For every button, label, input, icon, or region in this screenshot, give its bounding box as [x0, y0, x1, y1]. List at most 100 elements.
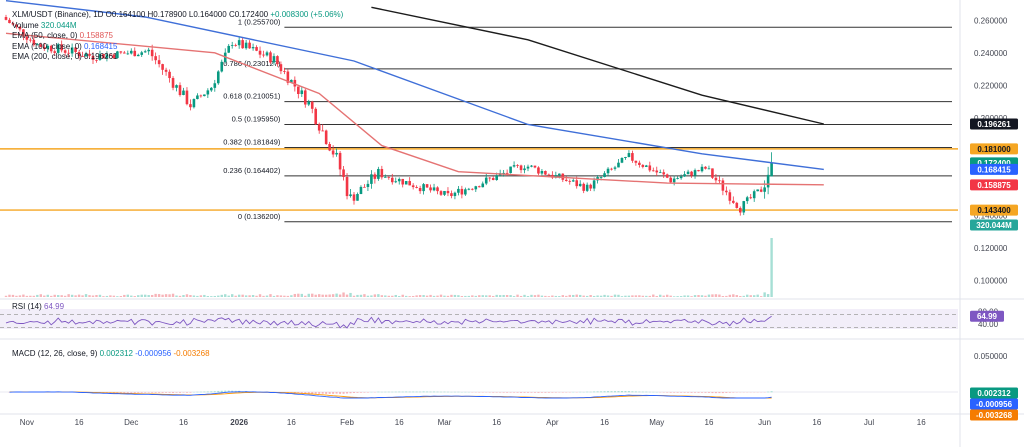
candle-body	[81, 56, 84, 57]
macd-histogram-bar	[620, 391, 623, 393]
candle-body	[439, 191, 443, 195]
macd-histogram-bar	[398, 391, 401, 393]
ema50-line[interactable]	[5, 32, 824, 186]
macd-histogram-bar	[318, 392, 321, 394]
macd-histogram-bar	[387, 391, 390, 393]
candle-body	[248, 42, 251, 49]
candle-body	[655, 170, 659, 173]
volume-bar	[721, 296, 725, 297]
volume-bar	[185, 294, 189, 297]
macd-line[interactable]	[9, 391, 772, 399]
svg-text:0.002312: 0.002312	[977, 389, 1011, 398]
rsi-line[interactable]	[5, 315, 772, 329]
volume-bar	[648, 295, 651, 297]
volume-bar	[377, 294, 380, 297]
volume-bar	[36, 294, 39, 297]
macd-histogram-bar	[307, 392, 310, 394]
volume-bar	[693, 295, 697, 297]
volume-bar	[349, 292, 352, 297]
candle-body	[526, 166, 530, 169]
volume-bar	[300, 293, 303, 297]
volume-bar	[237, 294, 241, 297]
macd-histogram-bar	[300, 392, 303, 394]
macd-histogram-bar	[210, 391, 213, 393]
candle-body	[317, 124, 321, 131]
volume-bar	[279, 295, 283, 297]
candle-body	[143, 51, 147, 53]
macd-histogram-bar	[701, 392, 703, 393]
volume-bar	[592, 295, 596, 297]
rsi-band	[0, 309, 958, 329]
macd-histogram-bar	[551, 392, 554, 393]
volume-bar	[652, 294, 655, 297]
volume-bar	[50, 295, 53, 297]
candle-body	[4, 17, 8, 20]
fib-level-label: 0.382 (0.181849)	[223, 137, 281, 146]
candle-body	[42, 46, 46, 49]
macd-histogram-bar	[224, 390, 227, 393]
volume-bar	[418, 295, 422, 297]
volume-bar	[140, 294, 143, 297]
macd-histogram-bar	[377, 391, 380, 393]
svg-text:320.044M: 320.044M	[976, 221, 1012, 230]
candle-body	[665, 174, 669, 178]
macd-histogram-bar	[718, 392, 721, 394]
macd-histogram-bar	[561, 392, 564, 393]
macd-histogram-bar	[116, 392, 119, 393]
macd-histogram-bar	[227, 390, 230, 393]
rsi-legend: RSI (14) 64.99	[12, 302, 64, 311]
macd-histogram-bar	[321, 392, 324, 394]
macd-histogram-bar	[645, 391, 648, 393]
macd-histogram-bar	[412, 391, 415, 393]
candle-body	[95, 59, 98, 61]
macd-histogram-bar	[586, 391, 589, 393]
candle-body	[422, 184, 425, 192]
ema100-line[interactable]	[5, 0, 824, 171]
macd-histogram-bar	[304, 392, 307, 394]
candle-body	[436, 187, 439, 192]
volume-bar	[509, 295, 512, 297]
candle-body	[269, 52, 272, 63]
macd-histogram-bar	[533, 392, 536, 393]
macd-legend: MACD (12, 26, close, 9) 0.002312 -0.0009…	[12, 349, 210, 358]
macd-histogram-bar	[641, 391, 644, 393]
candle-body	[704, 166, 707, 169]
candle-body	[8, 19, 11, 24]
volume-bar	[272, 295, 276, 297]
candle-body	[262, 54, 265, 56]
time-tick-label: 16	[179, 418, 188, 427]
volume-bar	[32, 295, 36, 297]
candle-body	[641, 164, 645, 167]
candle-body	[46, 45, 50, 49]
svg-text:0.168415: 0.168415	[977, 165, 1011, 174]
volume-bar	[742, 295, 745, 297]
candle-body	[178, 85, 182, 96]
volume-bar	[405, 295, 408, 297]
volume-bar	[432, 295, 436, 297]
volume-bar	[572, 294, 575, 297]
candle-body	[471, 188, 474, 190]
candle-body	[491, 178, 495, 181]
volume-bar	[523, 294, 526, 297]
macd-histogram-bar	[151, 392, 154, 393]
candle-body	[199, 95, 203, 97]
candle-body	[408, 181, 411, 186]
candle-body	[457, 188, 460, 193]
candle-body	[15, 24, 18, 27]
macd-histogram-bar	[147, 392, 150, 393]
ema200-row: EMA (200, close, 0) 0.196261	[12, 52, 343, 63]
volume-bar	[175, 295, 178, 297]
candle-body	[272, 56, 276, 63]
candle-body	[415, 187, 418, 188]
time-tick-label: 16	[287, 418, 296, 427]
candle-body	[88, 53, 91, 56]
ema200-line[interactable]	[371, 6, 824, 125]
volume-bar	[679, 296, 683, 297]
volume-bar	[210, 296, 213, 297]
candle-body	[443, 190, 446, 195]
candle-body	[575, 180, 579, 187]
candle-body	[129, 50, 133, 54]
candle-body	[571, 180, 575, 182]
volume-bar	[606, 295, 610, 297]
